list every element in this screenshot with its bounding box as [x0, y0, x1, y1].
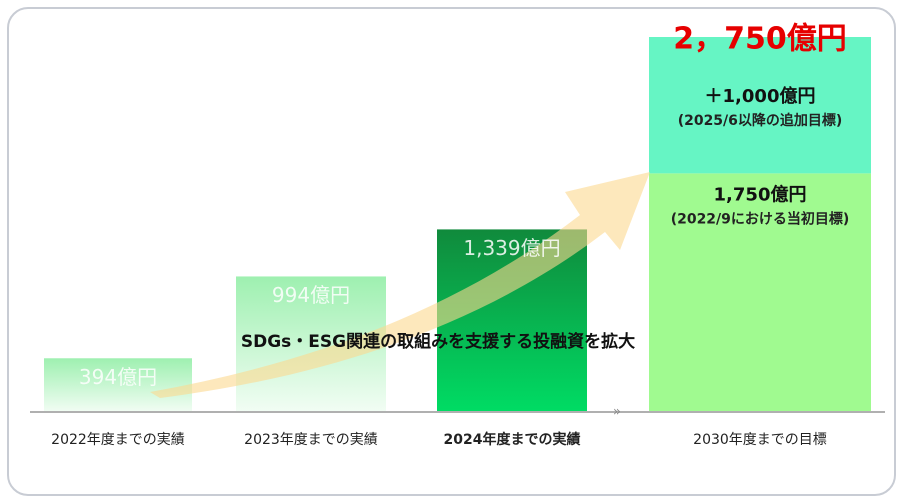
value-note: (2022/9における当初目標): [671, 210, 850, 227]
value-label: 394億円: [79, 365, 157, 389]
bar: [649, 173, 871, 412]
x-tick-label: 2023年度までの実績: [244, 432, 378, 448]
arrow-label: SDGs・ESG関連の取組みを支援する投融資を拡大: [241, 331, 635, 352]
total-label: 2，750億円: [673, 22, 847, 57]
value-label: 994億円: [272, 283, 350, 307]
bar: [44, 358, 192, 412]
x-tick-label: 2030年度までの目標: [693, 432, 827, 448]
stack-bar: [649, 37, 871, 174]
continuation-mark: »: [613, 405, 621, 420]
x-tick-label: 2022年度までの実績: [51, 432, 185, 448]
value-label: 1,339億円: [463, 236, 560, 260]
stack-note: (2025/6以降の追加目標): [678, 112, 843, 129]
stack-label: ＋1,000億円: [705, 85, 816, 107]
growth-arrow: [150, 172, 650, 398]
value-label: 1,750億円: [714, 183, 807, 205]
x-tick-label: 2024年度までの実績: [444, 431, 581, 448]
